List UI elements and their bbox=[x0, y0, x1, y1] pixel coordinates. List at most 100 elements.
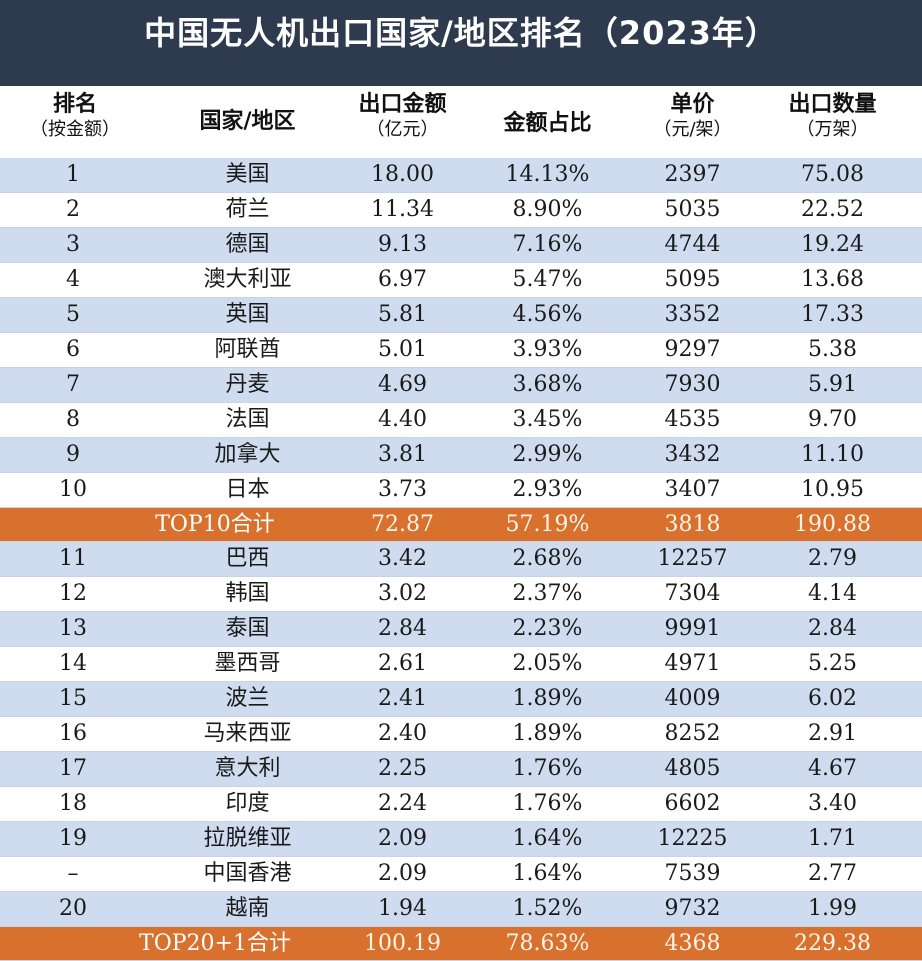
price-cell: 5095 bbox=[664, 267, 721, 292]
qty-cell: 5.25 bbox=[808, 651, 857, 676]
share-cell: 5.47% bbox=[512, 267, 583, 292]
share-cell: 2.99% bbox=[512, 442, 583, 467]
qty-cell: 11.10 bbox=[801, 442, 864, 467]
country-cell: 美国 bbox=[225, 162, 270, 187]
qty-cell: 5.38 bbox=[808, 337, 857, 362]
price-cell: 4744 bbox=[664, 232, 721, 257]
share-cell: 1.76% bbox=[512, 756, 583, 781]
country-cell: 意大利 bbox=[214, 756, 281, 781]
price-cell: 4535 bbox=[664, 407, 721, 432]
qty-cell: 190.88 bbox=[794, 512, 871, 537]
table-row: 15 波兰 2.41 1.89% 4009 6.02 bbox=[0, 682, 922, 717]
amount-cell: 3.42 bbox=[378, 546, 427, 571]
share-cell: 8.90% bbox=[512, 197, 583, 222]
qty-cell: 4.14 bbox=[808, 581, 857, 606]
qty-cell: 6.02 bbox=[808, 686, 857, 711]
rank-cell: 20 bbox=[59, 896, 87, 921]
share-cell: 2.05% bbox=[512, 651, 583, 676]
rank-cell: 1 bbox=[66, 162, 80, 187]
qty-cell: 2.79 bbox=[808, 546, 857, 571]
price-cell: 3352 bbox=[664, 302, 721, 327]
share-cell: 2.37% bbox=[512, 581, 583, 606]
table-row: 12 韩国 3.02 2.37% 7304 4.14 bbox=[0, 577, 922, 612]
rank-cell: 15 bbox=[59, 686, 87, 711]
price-cell: 9297 bbox=[664, 337, 721, 362]
price-cell: 7930 bbox=[664, 372, 721, 397]
qty-cell: 2.77 bbox=[808, 861, 857, 886]
price-cell: 3432 bbox=[664, 442, 721, 467]
amount-cell: 3.81 bbox=[378, 442, 427, 467]
qty-cell: 1.99 bbox=[808, 896, 857, 921]
price-cell: 7539 bbox=[664, 861, 721, 886]
qty-cell: 75.08 bbox=[801, 162, 864, 187]
amount-cell: 2.40 bbox=[378, 721, 427, 746]
table-row: – 中国香港 2.09 1.64% 7539 2.77 bbox=[0, 857, 922, 892]
table-row: 3 德国 9.13 7.16% 4744 19.24 bbox=[0, 228, 922, 263]
country-cell: 德国 bbox=[225, 232, 270, 257]
share-cell: 3.45% bbox=[512, 407, 583, 432]
amount-cell: 9.13 bbox=[378, 232, 427, 257]
table-row: 14 墨西哥 2.61 2.05% 4971 5.25 bbox=[0, 647, 922, 682]
price-cell: 4009 bbox=[664, 686, 721, 711]
price-cell: 4368 bbox=[664, 931, 721, 956]
amount-cell: 2.61 bbox=[378, 651, 427, 676]
rank-cell: 5 bbox=[66, 302, 80, 327]
price-cell: 3818 bbox=[664, 512, 721, 537]
table-body: 1 美国 18.00 14.13% 2397 75.08 2 荷兰 11.34 8.90% 5035… bbox=[0, 158, 922, 961]
share-cell: 14.13% bbox=[505, 162, 590, 187]
qty-cell: 2.84 bbox=[808, 616, 857, 641]
rank-cell: 7 bbox=[66, 372, 80, 397]
rank-cell: 4 bbox=[66, 267, 80, 292]
header-amount-main: 出口金额 bbox=[358, 92, 447, 117]
table-row: 7 丹麦 4.69 3.68% 7930 5.91 bbox=[0, 368, 922, 403]
amount-cell: 6.97 bbox=[378, 267, 427, 292]
rank-cell: 13 bbox=[59, 616, 87, 641]
country-cell: 阿联酋 bbox=[214, 337, 281, 362]
header-share: 金额占比 bbox=[470, 90, 625, 158]
country-cell: 澳大利亚 bbox=[203, 267, 292, 292]
rank-cell: 9 bbox=[66, 442, 80, 467]
share-cell: 78.63% bbox=[505, 931, 590, 956]
table-row: 2 荷兰 11.34 8.90% 5035 22.52 bbox=[0, 193, 922, 228]
header-amount-sub: （亿元） bbox=[366, 119, 439, 140]
header-rank-sub: （按金额） bbox=[30, 119, 120, 140]
share-cell: 4.56% bbox=[512, 302, 583, 327]
amount-cell: 18.00 bbox=[371, 162, 434, 187]
header-qty-main: 出口数量 bbox=[788, 92, 877, 117]
qty-cell: 2.91 bbox=[808, 721, 857, 746]
header-rank-main: 排名 bbox=[52, 92, 97, 117]
amount-cell: 5.81 bbox=[378, 302, 427, 327]
rank-cell: – bbox=[67, 861, 79, 886]
rank-cell: 12 bbox=[59, 581, 87, 606]
country-cell: 波兰 bbox=[225, 686, 270, 711]
country-cell: 越南 bbox=[225, 896, 270, 921]
rank-cell: 17 bbox=[59, 756, 87, 781]
header-price-main: 单价 bbox=[670, 92, 715, 117]
country-cell: 英国 bbox=[225, 302, 270, 327]
price-cell: 4971 bbox=[664, 651, 721, 676]
price-cell: 7304 bbox=[664, 581, 721, 606]
table-row: 1 美国 18.00 14.13% 2397 75.08 bbox=[0, 158, 922, 193]
price-cell: 4805 bbox=[664, 756, 721, 781]
amount-cell: 2.24 bbox=[378, 791, 427, 816]
total-row: TOP20+1合计 100.19 78.63% 4368 229.38 bbox=[0, 927, 922, 961]
header-price-sub: （元/架） bbox=[653, 119, 732, 140]
qty-cell: 9.70 bbox=[808, 407, 857, 432]
qty-cell: 22.52 bbox=[801, 197, 864, 222]
rank-cell: 2 bbox=[66, 197, 80, 222]
share-cell: 1.64% bbox=[512, 826, 583, 851]
total-label: TOP10合计 bbox=[155, 512, 275, 537]
table-row: 6 阿联酋 5.01 3.93% 9297 5.38 bbox=[0, 333, 922, 368]
table-row: 20 越南 1.94 1.52% 9732 1.99 bbox=[0, 892, 922, 927]
table-row: 9 加拿大 3.81 2.99% 3432 11.10 bbox=[0, 438, 922, 473]
table-row: 8 法国 4.40 3.45% 4535 9.70 bbox=[0, 403, 922, 438]
amount-cell: 2.84 bbox=[378, 616, 427, 641]
amount-cell: 5.01 bbox=[378, 337, 427, 362]
country-cell: 日本 bbox=[225, 477, 270, 502]
share-cell: 7.16% bbox=[512, 232, 583, 257]
share-cell: 57.19% bbox=[505, 512, 590, 537]
table-row: 16 马来西亚 2.40 1.89% 8252 2.91 bbox=[0, 717, 922, 752]
qty-cell: 3.40 bbox=[808, 791, 857, 816]
amount-cell: 11.34 bbox=[371, 197, 434, 222]
country-cell: 泰国 bbox=[225, 616, 270, 641]
